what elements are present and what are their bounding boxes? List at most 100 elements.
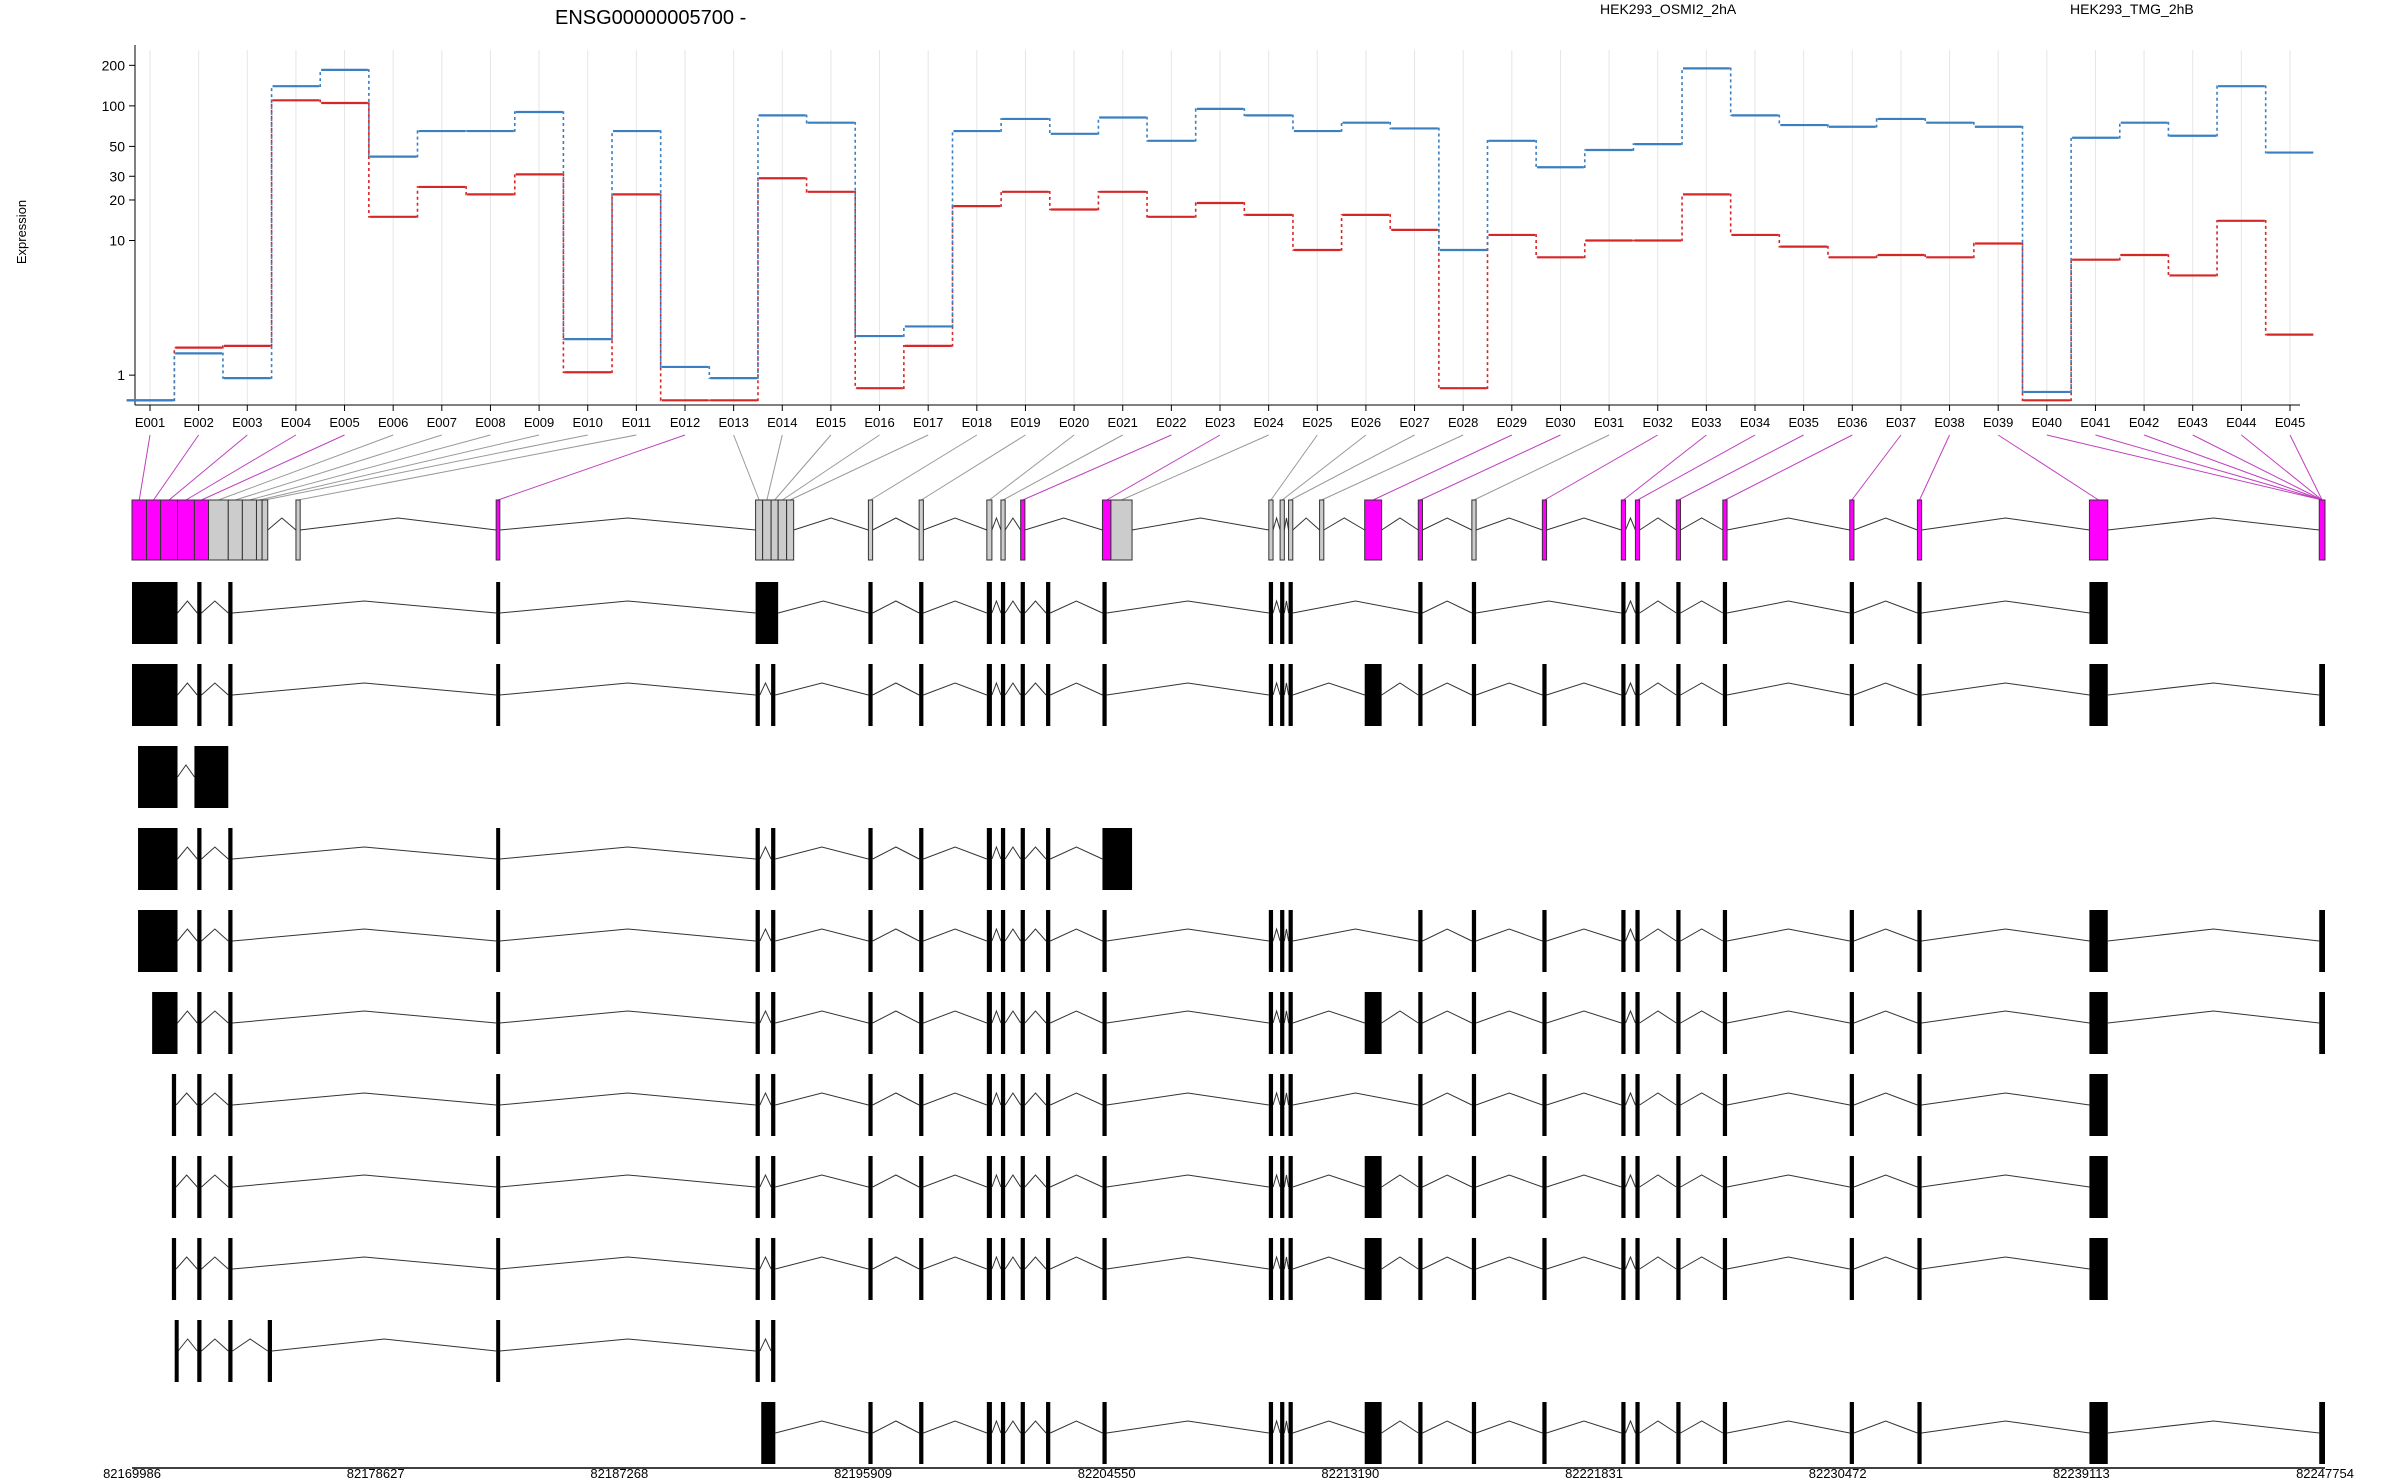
transcript-intron [872, 1010, 920, 1024]
transcript-exon [1917, 582, 1922, 644]
y-axis-label: Expression [14, 200, 29, 264]
transcript-intron [759, 1009, 772, 1024]
series-segment [1875, 118, 1878, 128]
series-segment [562, 173, 565, 374]
genomic-tick-label: 82195909 [834, 1466, 892, 1480]
transcript-intron [232, 928, 497, 942]
transcript-intron [1546, 1420, 1622, 1434]
transcript-exon [197, 1320, 202, 1382]
transcript-exon [1849, 992, 1854, 1054]
transcript-exon [771, 1238, 776, 1300]
transcript-row [171, 1156, 2108, 1218]
series-segment [2167, 254, 2170, 277]
series-segment [1972, 121, 1975, 128]
exon-bin [867, 499, 874, 561]
transcript-exon [2089, 1402, 2108, 1464]
transcript-exon [1418, 664, 1423, 726]
transcript-exon [496, 1238, 501, 1300]
transcript-intron [1921, 1092, 2090, 1106]
transcript-exon [1020, 1402, 1025, 1464]
transcript-exon [2319, 910, 2325, 972]
legend-item-cond-b: HEK293_TMG_2hB [2070, 1, 2194, 17]
transcript-exon [1288, 992, 1293, 1054]
series-segment [1729, 193, 1732, 236]
exon-bin [777, 499, 788, 561]
transcript-intron [201, 1338, 229, 1352]
genomic-tick-label: 82247754 [2296, 1466, 2354, 1480]
transcript-intron [872, 846, 920, 860]
series-segment [854, 121, 857, 337]
transcript-intron [1283, 600, 1290, 614]
transcript-exon [1364, 992, 1382, 1054]
series-segment [951, 130, 954, 328]
x-tick-label: E028 [1448, 415, 1478, 430]
transcript-intron [1546, 1256, 1622, 1270]
transcript-exon [1364, 1238, 1382, 1300]
transcript-exon [1676, 992, 1681, 1054]
y-tick-label: 30 [109, 168, 125, 184]
transcript-intron [1853, 1010, 1918, 1024]
transcript-exon [919, 582, 924, 644]
transcript-intron [1853, 1092, 1918, 1106]
transcript-exon [496, 992, 501, 1054]
transcript-exon [1364, 1402, 1382, 1464]
transcript-exon [1621, 582, 1626, 644]
transcript-exon [1542, 1074, 1547, 1136]
transcript-intron [1921, 1010, 2090, 1024]
transcript-tracks [132, 582, 2325, 1464]
transcript-exon [496, 664, 501, 726]
series-segment [1097, 116, 1100, 135]
intron-line [300, 517, 497, 531]
series-segment [1486, 234, 1489, 389]
transcript-intron [177, 1010, 198, 1024]
x-tick-label: E040 [2032, 415, 2062, 430]
transcript-intron [872, 1256, 920, 1270]
exon-connector [2095, 434, 2323, 501]
transcript-intron [232, 600, 497, 614]
exon-bin [1268, 499, 1274, 561]
transcript-exon [1102, 910, 1107, 972]
transcript-intron [1050, 600, 1103, 614]
transcript-exon [1288, 664, 1293, 726]
transcript-intron [1050, 1420, 1103, 1434]
transcript-intron [1546, 1010, 1622, 1024]
series-segment [1097, 191, 1100, 211]
series-segment [659, 193, 662, 402]
exon-bin [755, 499, 764, 561]
exon-connector [1919, 434, 1950, 501]
exon-bin [1634, 499, 1641, 561]
series-segment [1243, 108, 1246, 117]
exon-bin [1620, 499, 1627, 561]
transcript-exon [868, 992, 873, 1054]
transcript-exon [197, 992, 202, 1054]
series-segment [319, 99, 322, 104]
transcript-intron [1050, 846, 1103, 860]
transcript-intron [923, 1010, 988, 1024]
transcript-exon [197, 828, 202, 890]
transcript-intron [1853, 1256, 1918, 1270]
transcript-intron [1680, 1092, 1724, 1106]
transcript-intron [201, 1256, 229, 1270]
transcript-exon [755, 1238, 760, 1300]
genomic-axis: 82169986 82178627 82187268 82195909 82204550… [103, 1466, 2354, 1480]
transcript-exon [496, 1156, 501, 1218]
transcript-exon [868, 910, 873, 972]
exon-bin [762, 499, 772, 561]
transcript-exon [1722, 1074, 1728, 1136]
transcript-exon [1917, 1402, 1922, 1464]
transcript-exon [174, 1320, 179, 1382]
transcript-intron [759, 1337, 772, 1352]
transcript-exon [1280, 664, 1285, 726]
exon-connector [2143, 434, 2323, 501]
transcript-exon [1722, 1238, 1728, 1300]
transcript-exon [771, 1156, 776, 1218]
transcript-intron [1050, 1174, 1103, 1188]
x-tick-label: E009 [524, 415, 554, 430]
intron-line [1853, 517, 1918, 531]
transcript-intron [1024, 846, 1047, 860]
transcript-intron [1004, 846, 1022, 860]
transcript-exon [1046, 1402, 1051, 1464]
transcript-exon [1000, 828, 1006, 890]
series-segment [1146, 116, 1149, 142]
transcript-intron [232, 1010, 497, 1024]
